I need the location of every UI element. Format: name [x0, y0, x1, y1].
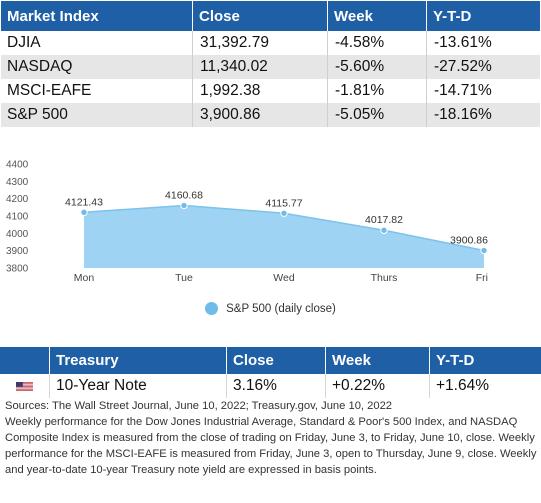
series-area [84, 205, 484, 268]
index-name: DJIA [1, 31, 193, 55]
y-tick-label: 4400 [6, 160, 29, 171]
treasury-table: Treasury Close Week Y-T-D 10-Year Note 3… [0, 347, 541, 398]
table-row: S&P 500 3,900.86 -5.05% -18.16% [1, 103, 540, 127]
table-row: DJIA 31,392.79 -4.58% -13.61% [1, 31, 540, 55]
treasury-table-header: Treasury Close Week Y-T-D [0, 347, 541, 374]
data-label: 4017.82 [365, 214, 403, 226]
y-tick-label: 4100 [6, 212, 29, 223]
methodology-note: Weekly performance for the Dow Jones Ind… [5, 416, 537, 476]
data-point [380, 226, 388, 234]
index-close: 11,340.02 [193, 55, 328, 79]
table-row: MSCI-EAFE 1,992.38 -1.81% -14.71% [1, 79, 540, 103]
header-close: Close [193, 1, 328, 31]
treasury-week: +0.22% [326, 374, 430, 398]
legend-marker [205, 302, 219, 315]
index-week: -1.81% [328, 79, 427, 103]
x-tick-label: Tue [175, 272, 193, 284]
treasury-ytd: +1.64% [436, 377, 490, 394]
treasury-close: 3.16% [227, 374, 326, 398]
header-ytd: Y-T-D [436, 352, 475, 369]
table-row: NASDAQ 11,340.02 -5.60% -27.52% [1, 55, 540, 79]
sp500-area-chart: 4400 4300 4200 4100 4000 3900 3800 4121.43 4160.… [6, 160, 488, 285]
us-flag-icon-graphic [16, 381, 33, 391]
data-label: 4121.43 [65, 196, 103, 208]
y-tick-label: 3800 [6, 264, 29, 275]
index-name: NASDAQ [1, 55, 193, 79]
y-tick-label: 4000 [6, 229, 29, 240]
sources-note: Sources: The Wall Street Journal, June 1… [5, 400, 393, 412]
index-name: S&P 500 [1, 103, 193, 127]
x-tick-label: Thurs [371, 272, 398, 284]
y-tick-label: 3900 [6, 246, 29, 257]
header-market-index: Market Index [1, 1, 193, 31]
data-point [80, 208, 88, 216]
header-week: Week [326, 347, 430, 374]
index-week: -4.58% [328, 31, 427, 55]
data-point [180, 201, 188, 210]
x-tick-label: Mon [74, 272, 95, 284]
data-point [480, 246, 488, 255]
index-ytd: -14.71% [434, 82, 492, 99]
y-tick-label: 4200 [6, 194, 29, 205]
footnotes: Sources: The Wall Street Journal, June 1… [5, 398, 538, 478]
x-tick-label: Fri [476, 272, 488, 284]
index-name: MSCI-EAFE [1, 79, 193, 103]
index-close: 31,392.79 [193, 31, 328, 55]
header-week: Week [328, 1, 427, 31]
y-tick-label: 4300 [6, 177, 29, 188]
header-flag [0, 347, 50, 374]
header-ytd: Y-T-D [433, 7, 472, 25]
table-row: 10-Year Note 3.16% +0.22% +1.64% [0, 374, 541, 398]
legend-label: S&P 500 (daily close) [226, 302, 336, 315]
market-table-header: Market Index Close Week Y-T-D [1, 1, 540, 31]
index-ytd: -27.52% [434, 58, 492, 75]
market-index-table: Market Index Close Week Y-T-D DJIA 31,39… [1, 1, 540, 127]
header-treasury: Treasury [50, 347, 227, 374]
index-close: 1,992.38 [193, 79, 328, 103]
data-label: 4115.77 [265, 197, 302, 209]
data-point [280, 209, 288, 217]
x-tick-label: Wed [273, 272, 295, 284]
index-week: -5.05% [328, 103, 427, 127]
data-label: 4160.68 [165, 189, 203, 201]
index-close: 3,900.86 [193, 103, 328, 127]
treasury-name: 10-Year Note [50, 374, 227, 398]
index-ytd: -13.61% [434, 34, 492, 51]
header-close: Close [227, 347, 326, 374]
data-label: 3900.86 [450, 235, 488, 247]
us-flag-icon [0, 374, 50, 398]
chart-legend: S&P 500 (daily close) [0, 302, 541, 315]
index-week: -5.60% [328, 55, 427, 79]
index-ytd: -18.16% [434, 106, 492, 123]
